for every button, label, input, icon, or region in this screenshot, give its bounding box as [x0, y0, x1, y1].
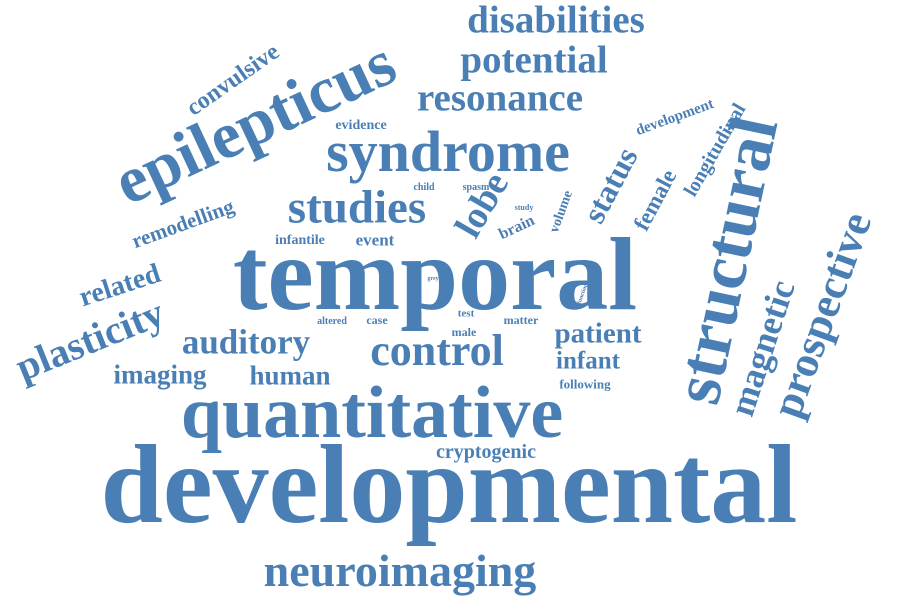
word-resonance: resonance [416, 76, 584, 120]
word-potential: potential [460, 38, 608, 82]
word-cryptogenic: cryptogenic [436, 441, 536, 463]
word-following: following [559, 376, 611, 392]
word-imaging: imaging [113, 359, 207, 390]
word-study: study [514, 203, 534, 212]
word-altered: altered [317, 316, 347, 327]
word-case: case [366, 313, 388, 327]
word-developmental: developmental [100, 423, 798, 547]
word-auditory: auditory [181, 322, 311, 362]
word-quantitative: quantitative [180, 372, 564, 454]
word-syndrome: syndrome [326, 119, 570, 184]
word-male: male [451, 325, 477, 339]
word-infantile: infantile [275, 233, 325, 248]
word-temporal: temporal [232, 217, 638, 332]
word-studies: studies [287, 181, 427, 234]
word-child: child [413, 182, 435, 193]
word-in: in [434, 260, 438, 265]
word-neuroimaging: neuroimaging [263, 545, 537, 596]
word-female: female [628, 165, 682, 235]
word-human: human [249, 360, 331, 391]
word-patient: patient [554, 317, 642, 350]
word-spasm: spasm [462, 182, 490, 193]
word-matter: matter [503, 313, 539, 327]
word-evidence: evidence [335, 118, 387, 133]
word-event: event [355, 230, 395, 250]
word-development: development [633, 96, 716, 140]
word-control: control [370, 326, 504, 375]
word-disabilities: disabilities [467, 0, 645, 42]
word-grey: grey [427, 276, 439, 282]
word-test: test [457, 307, 475, 320]
word-infant: infant [556, 347, 620, 375]
